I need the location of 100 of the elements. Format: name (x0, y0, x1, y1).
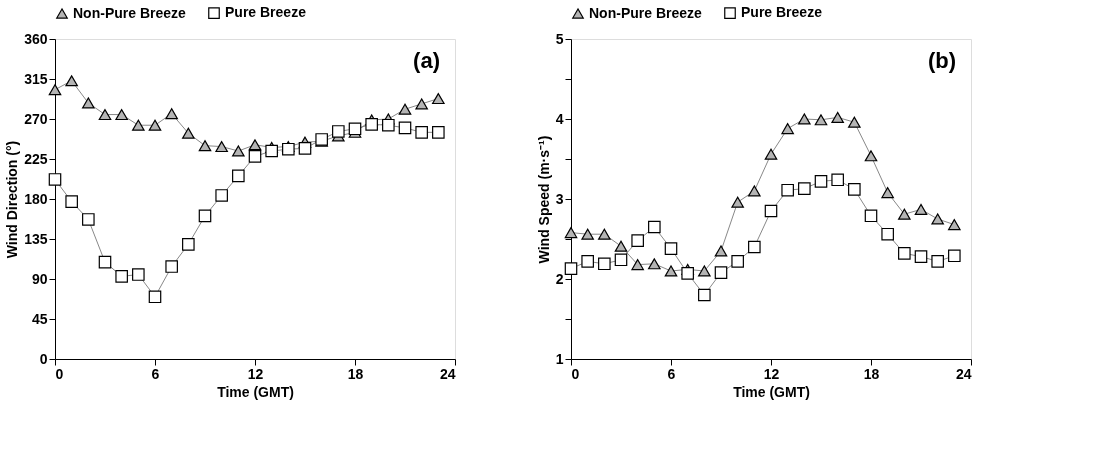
x-tick-label: 0 (55, 365, 64, 382)
point (698, 288, 711, 302)
point (614, 253, 628, 267)
point (764, 204, 778, 218)
point (798, 182, 811, 195)
point (332, 125, 345, 138)
point (881, 187, 894, 199)
point (848, 183, 861, 196)
point (764, 148, 778, 160)
x-tick-label: 24 (439, 365, 456, 382)
point (614, 240, 628, 252)
x-axis-title: Time (GMT) (217, 383, 294, 400)
x-axis-title: Time (GMT) (733, 383, 810, 400)
y-tick-label: 360 (24, 30, 48, 47)
point (731, 255, 744, 268)
legend-label: Pure Breeze (741, 4, 823, 21)
annotation: (a) (413, 48, 440, 73)
point (165, 260, 178, 273)
point (564, 227, 578, 239)
point (914, 250, 928, 263)
point (631, 234, 644, 247)
point (914, 203, 928, 215)
point (215, 141, 228, 153)
x-tick-label: 6 (667, 365, 676, 382)
point (132, 119, 145, 131)
point (398, 103, 412, 115)
point (714, 245, 728, 257)
point (664, 265, 678, 277)
x-tick-label: 24 (955, 365, 972, 382)
point (681, 267, 694, 280)
point (898, 208, 911, 220)
point (881, 227, 894, 241)
point (115, 109, 128, 121)
point (814, 175, 828, 188)
point (415, 126, 428, 139)
y-tick-label: 5 (555, 30, 564, 47)
point (132, 268, 145, 281)
point (82, 97, 95, 109)
y-axis-title: Wind Direction (°) (4, 140, 21, 259)
point (348, 122, 362, 136)
point (248, 150, 262, 163)
point (831, 173, 844, 187)
point (581, 255, 594, 268)
point (165, 108, 178, 120)
point (198, 140, 212, 152)
y-tick-label: 180 (24, 190, 48, 207)
x-tick-label: 0 (571, 365, 580, 382)
point (581, 228, 594, 240)
point (48, 84, 62, 96)
point (948, 249, 961, 263)
point (148, 290, 162, 304)
point (898, 247, 911, 260)
x-tick-label: 18 (347, 365, 364, 382)
x-tick-label: 6 (151, 365, 160, 382)
y-tick-label: 90 (31, 270, 48, 287)
point (115, 270, 128, 283)
y-tick-label: 315 (24, 70, 48, 87)
point (798, 113, 811, 125)
y-tick-label: 45 (31, 310, 48, 327)
y-tick-label: 4 (555, 110, 564, 127)
point (432, 93, 445, 105)
point (814, 114, 828, 126)
point (232, 145, 245, 157)
point (265, 144, 278, 158)
point (398, 121, 412, 135)
y-tick-label: 0 (39, 350, 48, 367)
y-tick-label: 270 (24, 110, 48, 127)
point (648, 220, 661, 234)
point (748, 240, 761, 254)
point (931, 213, 944, 225)
point (215, 189, 228, 202)
point (65, 75, 78, 87)
point (781, 183, 794, 197)
x-tick-label: 18 (863, 365, 880, 382)
point (82, 213, 95, 226)
x-tick-label: 12 (763, 365, 780, 382)
point (98, 255, 112, 269)
y-axis-title: Wind Speed (m·s⁻¹) (535, 135, 552, 264)
point (432, 126, 445, 139)
point (415, 98, 428, 110)
point (831, 111, 844, 123)
point (848, 116, 861, 128)
point (48, 173, 62, 186)
point (631, 259, 644, 271)
y-tick-label: 225 (24, 150, 48, 167)
point (731, 196, 744, 208)
point (198, 209, 212, 223)
point (232, 169, 245, 183)
x-tick-label: 12 (247, 365, 264, 382)
y-tick-label: 1 (555, 350, 564, 367)
point (664, 242, 678, 255)
point (182, 238, 195, 251)
point (864, 150, 878, 162)
point (948, 219, 961, 231)
point (65, 195, 78, 208)
y-tick-label: 2 (555, 270, 564, 287)
point (564, 262, 578, 275)
point (748, 185, 761, 197)
point (648, 258, 661, 270)
legend-label: Non-Pure Breeze (73, 4, 187, 21)
